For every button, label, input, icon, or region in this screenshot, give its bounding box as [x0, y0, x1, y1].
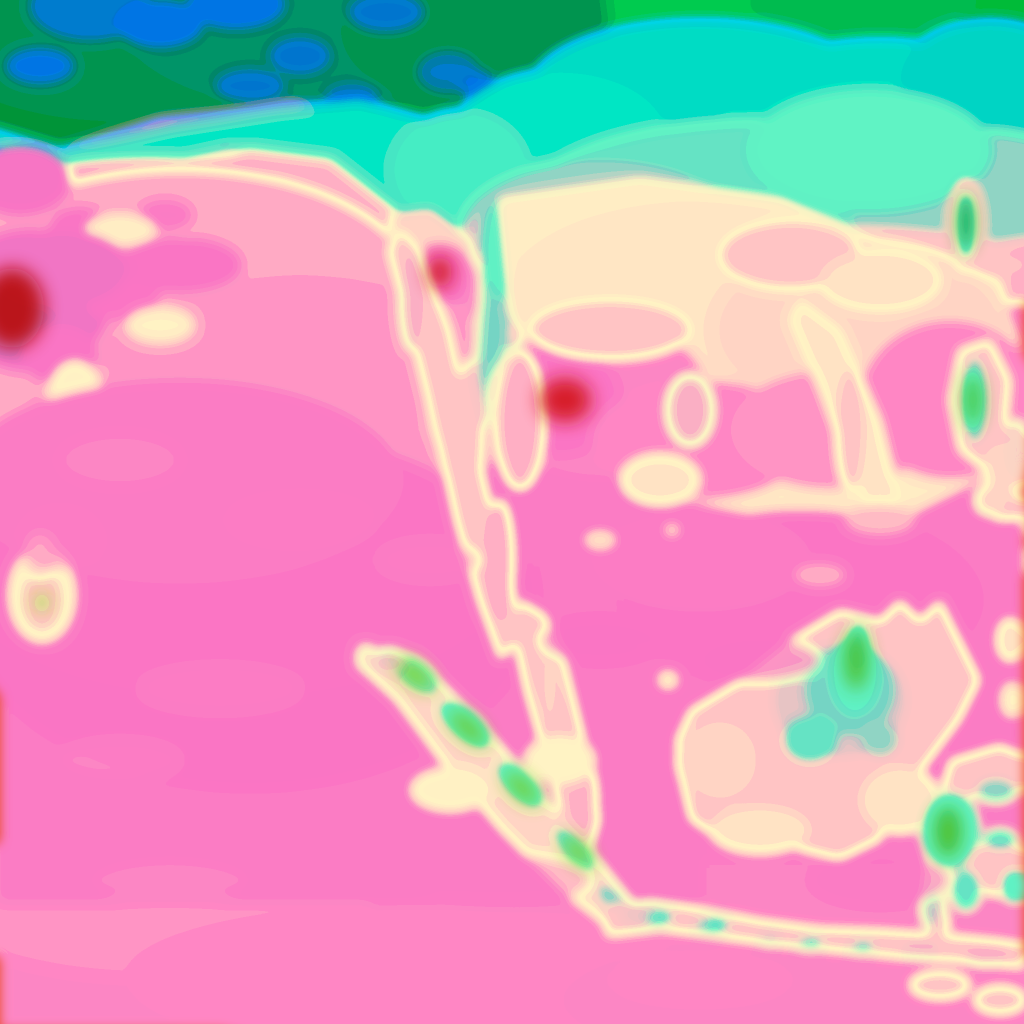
feature-java-lesser-sunda: [600, 900, 1024, 1014]
feature-arakan-ridge: [388, 230, 520, 660]
layer-fine-detail: [0, 194, 981, 868]
layer-ocean-mottling: [20, 434, 950, 1008]
region-tibetan-plateau: [0, 0, 620, 156]
feature-sulawesi: [920, 745, 1024, 940]
features-small-islands: [356, 504, 1024, 718]
feature-annamite-range: [790, 300, 900, 540]
